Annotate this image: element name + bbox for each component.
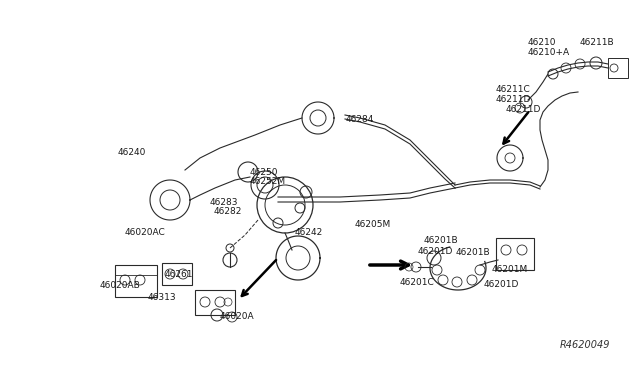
Text: 46210: 46210	[528, 38, 557, 47]
Text: 46261: 46261	[165, 270, 193, 279]
Text: 46201B: 46201B	[424, 236, 459, 245]
Text: 46282: 46282	[214, 207, 243, 216]
Bar	[496, 238, 534, 270]
Text: 46252M: 46252M	[250, 177, 286, 186]
Text: 46205M: 46205M	[355, 220, 391, 229]
Text: 46211C: 46211C	[496, 85, 531, 94]
Text: 46283: 46283	[210, 198, 239, 207]
Text: 46240: 46240	[118, 148, 147, 157]
Text: 46020AB: 46020AB	[100, 281, 141, 290]
Text: R4620049: R4620049	[559, 340, 610, 350]
Text: 46242: 46242	[295, 228, 323, 237]
Text: 46201D: 46201D	[418, 247, 453, 256]
Text: 46201D: 46201D	[484, 280, 520, 289]
Text: 46250: 46250	[250, 168, 278, 177]
Text: 46284: 46284	[346, 115, 374, 124]
Text: 46210+A: 46210+A	[528, 48, 570, 57]
Text: 46201M: 46201M	[492, 265, 528, 274]
Text: 46201C: 46201C	[400, 278, 435, 287]
Text: 46201B: 46201B	[456, 248, 490, 257]
Text: 46313: 46313	[148, 293, 177, 302]
Bar	[195, 290, 235, 315]
Bar	[162, 263, 192, 285]
Text: 46211D: 46211D	[496, 95, 531, 104]
Bar	[115, 265, 157, 297]
Text: 46020A: 46020A	[220, 312, 255, 321]
Text: 46020AC: 46020AC	[125, 228, 166, 237]
Bar	[608, 58, 628, 78]
Text: 46211B: 46211B	[580, 38, 614, 47]
Text: 46211D: 46211D	[506, 105, 541, 114]
